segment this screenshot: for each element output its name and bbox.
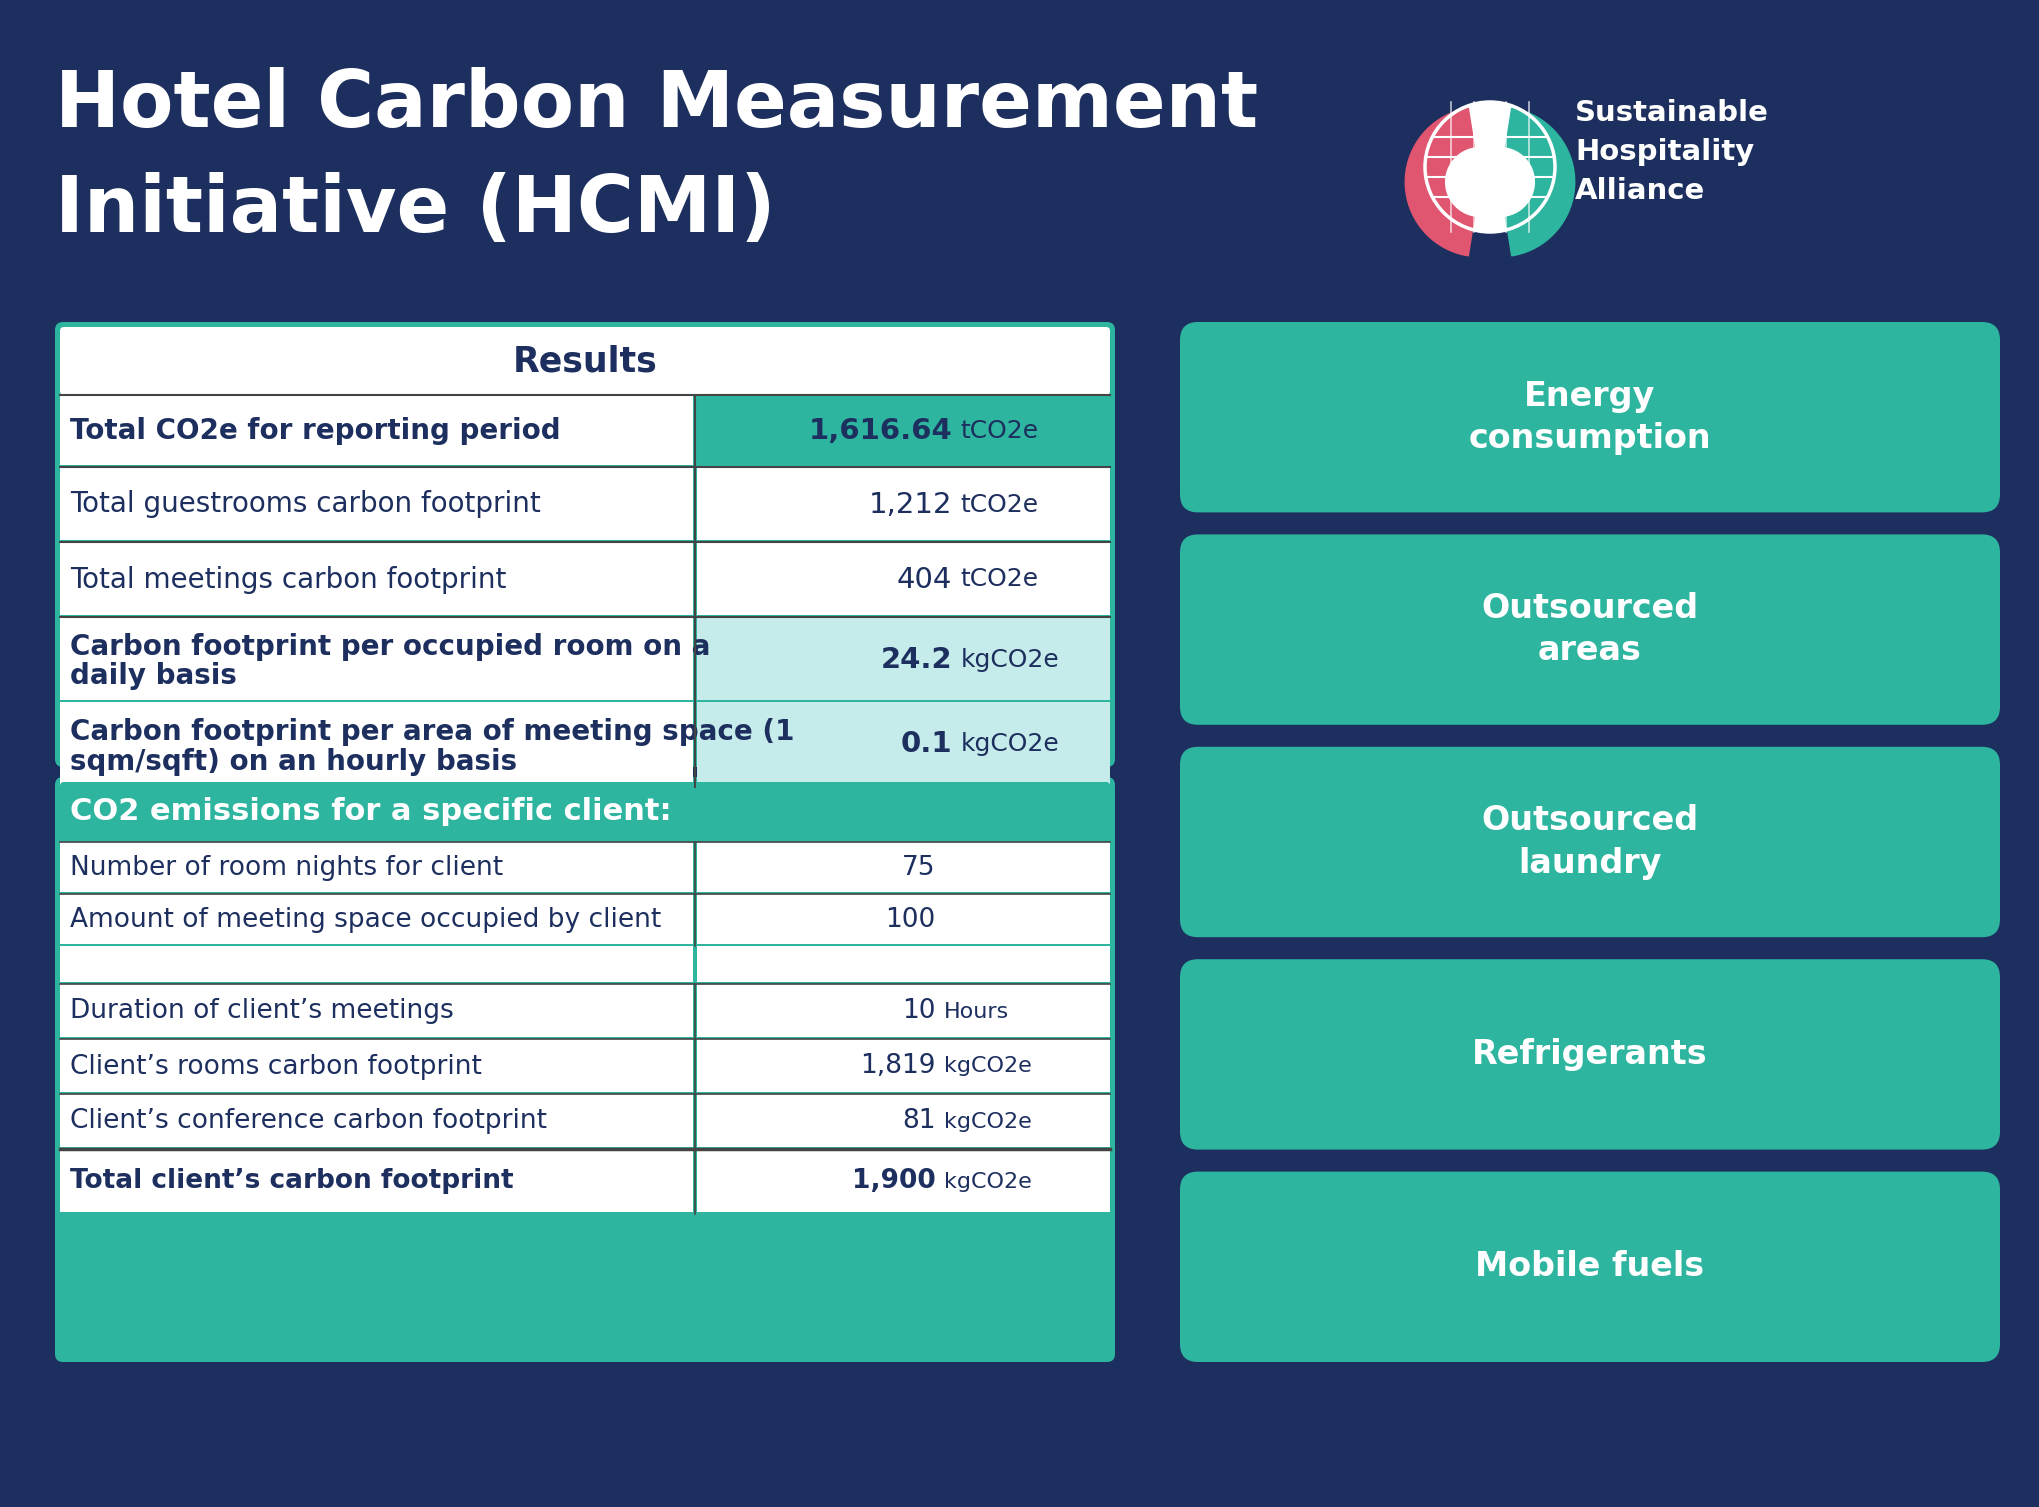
- FancyBboxPatch shape: [697, 1038, 1109, 1093]
- Text: tCO2e: tCO2e: [960, 493, 1038, 517]
- Text: Number of room nights for client: Number of room nights for client: [69, 854, 504, 882]
- Text: Hotel Carbon Measurement: Hotel Carbon Measurement: [55, 66, 1258, 143]
- FancyBboxPatch shape: [59, 782, 1109, 842]
- Text: Carbon footprint per area of meeting space (1: Carbon footprint per area of meeting spa…: [69, 717, 793, 746]
- Text: 24.2: 24.2: [881, 645, 952, 674]
- Text: Duration of client’s meetings: Duration of client’s meetings: [69, 999, 453, 1025]
- FancyBboxPatch shape: [697, 395, 1109, 466]
- Text: 81: 81: [901, 1109, 936, 1135]
- FancyBboxPatch shape: [697, 467, 1109, 540]
- Text: Total guestrooms carbon footprint: Total guestrooms carbon footprint: [69, 490, 540, 518]
- FancyBboxPatch shape: [1179, 535, 1998, 725]
- Text: CO2 emissions for a specific client:: CO2 emissions for a specific client:: [69, 797, 671, 826]
- FancyBboxPatch shape: [697, 616, 1109, 699]
- FancyBboxPatch shape: [1179, 1171, 1998, 1362]
- FancyBboxPatch shape: [59, 467, 693, 540]
- FancyBboxPatch shape: [697, 1148, 1109, 1212]
- Text: Carbon footprint per occupied room on a: Carbon footprint per occupied room on a: [69, 633, 710, 660]
- Text: kgCO2e: kgCO2e: [944, 1171, 1032, 1192]
- Text: kgCO2e: kgCO2e: [944, 1056, 1032, 1076]
- FancyBboxPatch shape: [59, 543, 693, 615]
- Text: 75: 75: [901, 854, 936, 882]
- FancyBboxPatch shape: [59, 327, 1109, 395]
- Polygon shape: [1505, 109, 1574, 256]
- Text: 10: 10: [901, 999, 936, 1025]
- Text: 1,616.64: 1,616.64: [807, 417, 952, 445]
- Text: Results: Results: [512, 344, 657, 378]
- FancyBboxPatch shape: [59, 842, 693, 892]
- Text: Total meetings carbon footprint: Total meetings carbon footprint: [69, 565, 506, 594]
- Text: Initiative (HCMI): Initiative (HCMI): [55, 172, 775, 249]
- Text: Client’s rooms carbon footprint: Client’s rooms carbon footprint: [69, 1053, 481, 1079]
- Text: Outsourced
laundry: Outsourced laundry: [1480, 805, 1698, 880]
- FancyBboxPatch shape: [59, 395, 693, 466]
- Text: Total client’s carbon footprint: Total client’s carbon footprint: [69, 1168, 514, 1195]
- Text: Refrigerants: Refrigerants: [1472, 1038, 1707, 1071]
- FancyBboxPatch shape: [697, 842, 1109, 892]
- Text: 1,819: 1,819: [860, 1053, 936, 1079]
- FancyBboxPatch shape: [697, 946, 1109, 983]
- FancyBboxPatch shape: [59, 1094, 693, 1147]
- Text: Hours: Hours: [944, 1002, 1009, 1022]
- FancyBboxPatch shape: [59, 1148, 693, 1212]
- Text: sqm/sqft) on an hourly basis: sqm/sqft) on an hourly basis: [69, 747, 516, 776]
- Text: Mobile fuels: Mobile fuels: [1474, 1251, 1705, 1284]
- FancyBboxPatch shape: [1179, 747, 1998, 937]
- FancyBboxPatch shape: [59, 1038, 693, 1093]
- FancyBboxPatch shape: [55, 778, 1115, 1362]
- Text: 0.1: 0.1: [901, 731, 952, 758]
- FancyBboxPatch shape: [1179, 958, 1998, 1150]
- Text: 1,212: 1,212: [869, 490, 952, 518]
- FancyBboxPatch shape: [59, 616, 693, 699]
- Text: Amount of meeting space occupied by client: Amount of meeting space occupied by clie…: [69, 907, 661, 933]
- Text: Total CO2e for reporting period: Total CO2e for reporting period: [69, 417, 561, 445]
- FancyBboxPatch shape: [697, 702, 1109, 785]
- FancyBboxPatch shape: [697, 984, 1109, 1037]
- Text: kgCO2e: kgCO2e: [960, 732, 1058, 757]
- Text: tCO2e: tCO2e: [960, 568, 1038, 592]
- Text: 100: 100: [885, 907, 936, 933]
- Text: 404: 404: [897, 565, 952, 594]
- FancyBboxPatch shape: [1179, 322, 1998, 512]
- Text: tCO2e: tCO2e: [960, 419, 1038, 443]
- FancyBboxPatch shape: [59, 894, 693, 943]
- Circle shape: [1425, 102, 1554, 232]
- FancyBboxPatch shape: [697, 1094, 1109, 1147]
- FancyBboxPatch shape: [59, 946, 693, 983]
- Text: daily basis: daily basis: [69, 663, 237, 690]
- Text: kgCO2e: kgCO2e: [960, 648, 1058, 672]
- Text: Client’s conference carbon footprint: Client’s conference carbon footprint: [69, 1109, 546, 1135]
- FancyBboxPatch shape: [59, 984, 693, 1037]
- FancyBboxPatch shape: [55, 322, 1115, 767]
- Polygon shape: [1405, 109, 1474, 256]
- FancyBboxPatch shape: [697, 894, 1109, 943]
- FancyBboxPatch shape: [697, 543, 1109, 615]
- Text: Energy
consumption: Energy consumption: [1468, 380, 1711, 455]
- Text: Outsourced
areas: Outsourced areas: [1480, 592, 1698, 668]
- Text: Sustainable
Hospitality
Alliance: Sustainable Hospitality Alliance: [1574, 99, 1768, 205]
- FancyBboxPatch shape: [59, 702, 693, 785]
- Text: 1,900: 1,900: [852, 1168, 936, 1195]
- Text: kgCO2e: kgCO2e: [944, 1112, 1032, 1132]
